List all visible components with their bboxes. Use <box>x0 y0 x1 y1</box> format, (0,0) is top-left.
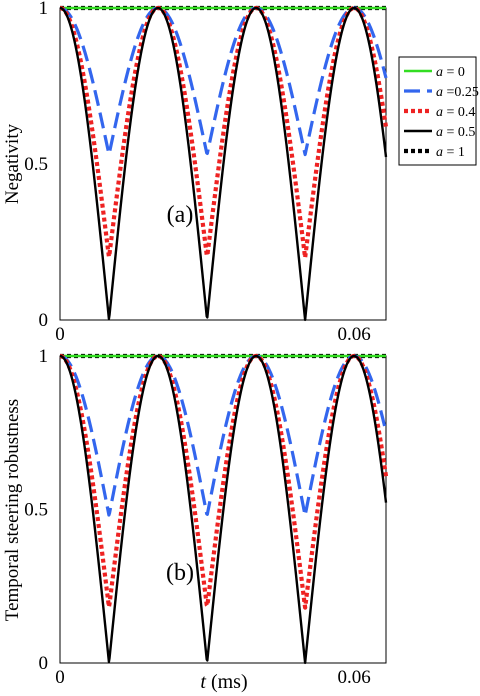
y-tick-label-b-1: 0.5 <box>24 500 48 521</box>
panel-label-a: (a) <box>167 202 194 228</box>
series-line-a-2 <box>58 5 389 260</box>
x-axis-label: t (ms) <box>200 671 247 693</box>
legend: a = 0 a =0.25 a = 0.4 a = 0.5 a = 1 <box>398 56 479 166</box>
y-tick-label-b-2: 1 <box>39 346 49 367</box>
y-tick-label-a-0: 0 <box>39 310 49 331</box>
legend-label-2: a = 0.4 <box>436 105 475 120</box>
series-line-b-3 <box>59 354 388 665</box>
y-tick-label-a-1: 0.5 <box>24 154 48 175</box>
legend-label-0: a = 0 <box>436 65 465 80</box>
x-tick-label-b-0: 0 <box>55 667 65 688</box>
tick-layer-b: 0 0.06 0 0.5 1 <box>24 346 371 688</box>
x-tick-label-a-0: 0 <box>55 324 65 345</box>
series-layer-b <box>58 353 389 665</box>
panel-b: 0 0.06 0 0.5 1 (b) Temporal steering robustn… <box>2 346 389 693</box>
panel-a: 0 0.06 0 0.5 1 (a) Negativity <box>2 0 389 345</box>
series-line-b-2 <box>58 353 389 610</box>
series-line-a-3 <box>59 6 388 322</box>
y-tick-label-b-0: 0 <box>39 653 49 674</box>
x-axis-variable: t <box>200 671 206 693</box>
tick-layer-a: 0 0.06 0 0.5 1 <box>24 0 371 345</box>
y-tick-label-a-2: 1 <box>39 0 49 19</box>
x-tick-label-a-1: 0.06 <box>338 324 371 345</box>
series-line-b-1 <box>59 354 388 518</box>
series-line-a-1 <box>59 6 388 157</box>
panel-label-b: (b) <box>166 560 194 586</box>
x-axis-unit: (ms) <box>211 671 248 693</box>
x-tick-label-b-1: 0.06 <box>338 667 371 688</box>
legend-label-4: a = 1 <box>436 145 465 160</box>
legend-label-1: a =0.25 <box>436 85 479 100</box>
y-axis-label-b: Temporal steering robustness <box>2 399 23 621</box>
y-axis-label-a: Negativity <box>2 123 23 204</box>
series-layer-a <box>58 5 389 322</box>
legend-items: a = 0 a =0.25 a = 0.4 a = 0.5 a = 1 <box>404 65 479 160</box>
legend-label-3: a = 0.5 <box>436 125 475 140</box>
